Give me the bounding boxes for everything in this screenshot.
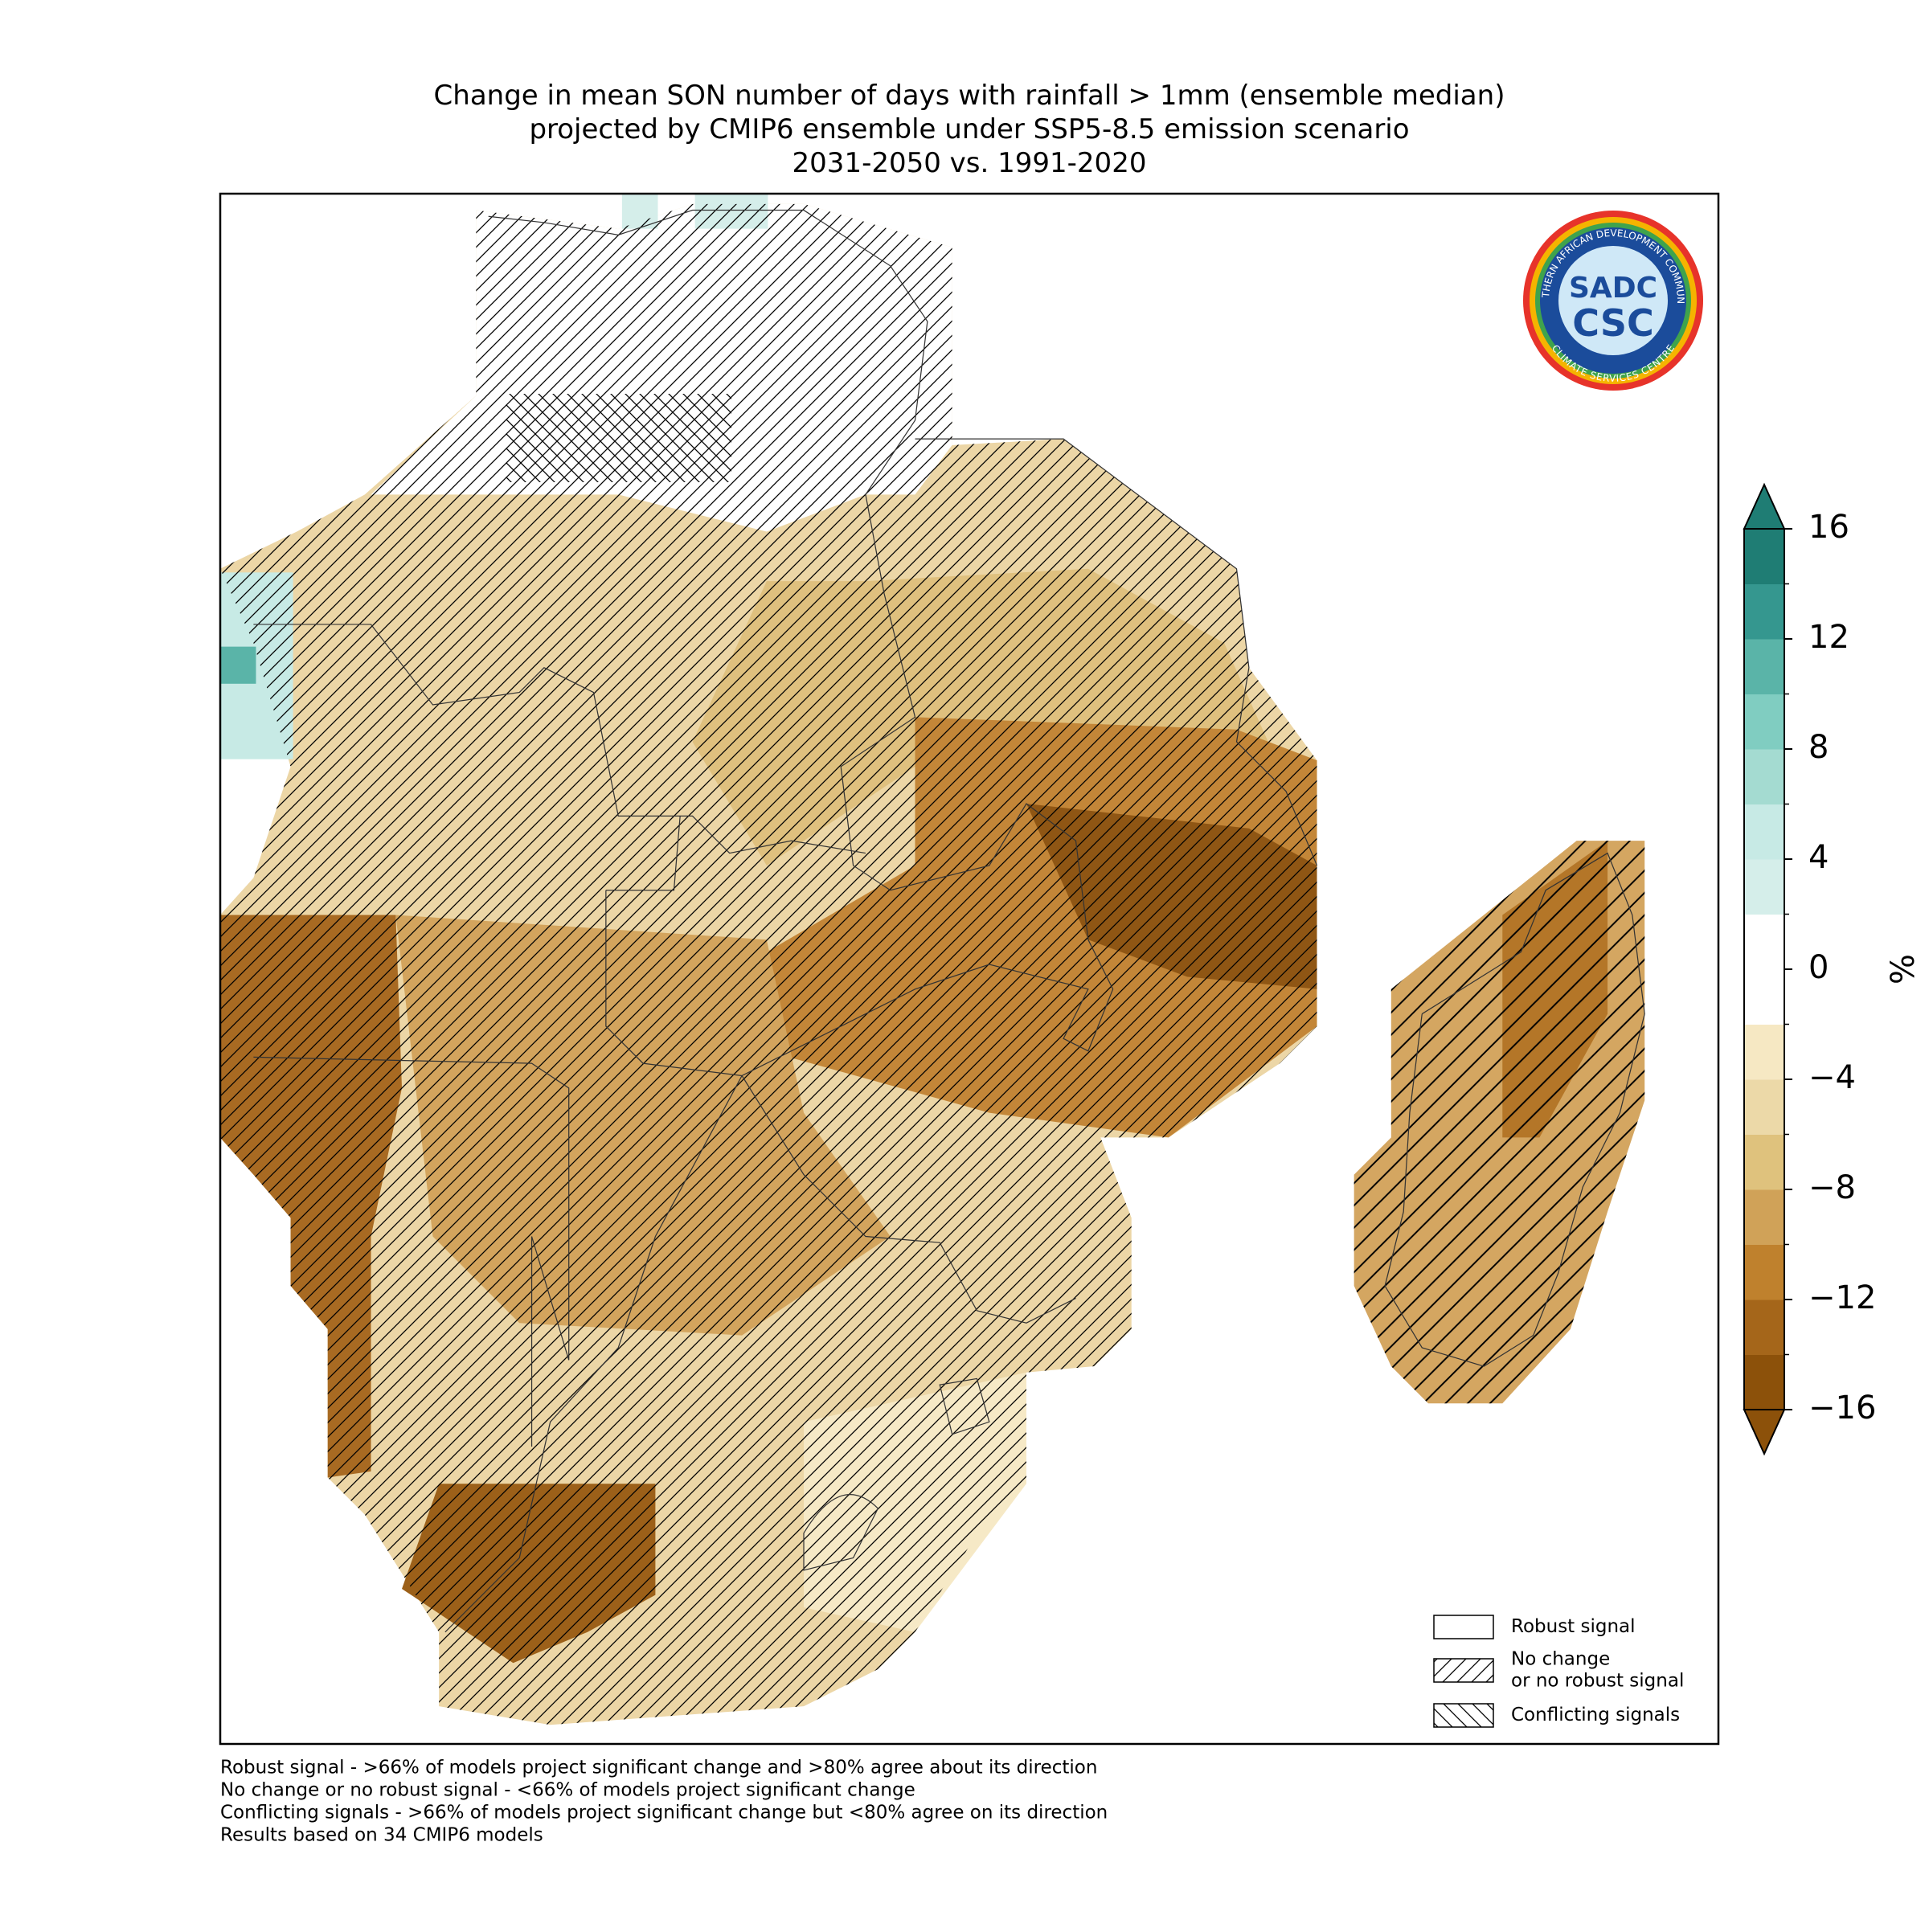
colorbar-bin — [1744, 1300, 1784, 1355]
colorbar-bin — [1744, 583, 1784, 640]
colorbar-bin — [1744, 914, 1784, 970]
colorbar-tick-label: −8 — [1808, 1169, 1856, 1206]
hatching — [506, 394, 731, 482]
map-frame — [219, 192, 1720, 1746]
colorbar-bin — [1744, 804, 1784, 860]
colorbar-bin — [1744, 749, 1784, 804]
colorbar-bin — [1744, 1079, 1784, 1135]
footnote: No change or no robust signal - <66% of … — [220, 1780, 915, 1801]
colorbar-tick-label: 0 — [1808, 949, 1829, 986]
footnotes: Robust signal - >66% of models project s… — [220, 1758, 1108, 1846]
colorbar-tick-label: 16 — [1808, 509, 1849, 546]
borders — [253, 209, 1645, 1633]
logo-center — [1558, 246, 1668, 355]
legend-swatch — [1433, 1703, 1494, 1728]
footnote: Robust signal - >66% of models project s… — [220, 1758, 1097, 1779]
field — [220, 646, 256, 684]
colorbar-extend — [1743, 1409, 1786, 1456]
logo-text: CSC — [1572, 301, 1654, 345]
legend-label: Robust signal — [1511, 1616, 1636, 1637]
footnote: Results based on 34 CMIP6 models — [220, 1825, 543, 1846]
colorbar-extend — [1743, 482, 1786, 530]
logo-text: SADC — [1569, 272, 1657, 305]
colorbar-bin — [1744, 1354, 1784, 1410]
colorbar-label: % — [1885, 954, 1922, 984]
colorbar-tick-label: −16 — [1808, 1390, 1876, 1426]
colorbar-bin — [1744, 1134, 1784, 1190]
legend-label: or no robust signal — [1511, 1671, 1684, 1692]
hatching — [1354, 841, 1645, 1404]
colorbar-tick-label: 4 — [1808, 839, 1829, 876]
colorbar-tick-label: 8 — [1808, 729, 1829, 766]
colorbar-bin — [1744, 969, 1784, 1025]
colorbar-bin — [1744, 1189, 1784, 1245]
map — [220, 194, 1645, 1725]
title-line: 2031-2050 vs. 1991-2020 — [792, 147, 1147, 179]
colorbar-bin — [1744, 529, 1784, 584]
legend-label: No change — [1511, 1649, 1610, 1670]
colorbar-bin — [1744, 859, 1784, 915]
title-line: Change in mean SON number of days with r… — [434, 80, 1505, 112]
legend-swatch — [1433, 1615, 1494, 1639]
title-line: projected by CMIP6 ensemble under SSP5-8… — [529, 113, 1409, 145]
colorbar-tick-label: −4 — [1808, 1059, 1856, 1096]
colorbar-tick-label: 12 — [1808, 619, 1849, 656]
colorbar-bin — [1744, 694, 1784, 750]
colorbar-bin — [1744, 1024, 1784, 1080]
colorbar-bin — [1744, 639, 1784, 694]
legend-swatch — [1433, 1658, 1494, 1683]
legend-label: Conflicting signals — [1511, 1705, 1680, 1725]
footnote: Conflicting signals - >66% of models pro… — [220, 1803, 1108, 1824]
colorbar-tick-label: −12 — [1808, 1279, 1876, 1316]
colorbar-bin — [1744, 1244, 1784, 1300]
colorbar: 16 12 8 4 0 −4 −8 −12 −16% — [1743, 482, 1922, 1456]
